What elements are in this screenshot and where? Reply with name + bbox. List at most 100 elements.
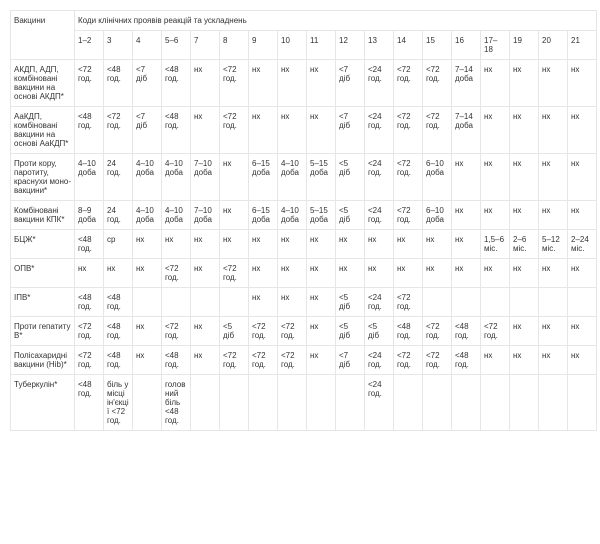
cell: головний біль <48 год. — [162, 375, 191, 431]
col-7: 7 — [191, 31, 220, 60]
cell: 5–15 доба — [307, 201, 336, 230]
cell: <48 год. — [104, 288, 133, 317]
cell — [452, 375, 481, 431]
cell: 7–10 доба — [191, 154, 220, 201]
col-3: 3 — [104, 31, 133, 60]
cell — [191, 288, 220, 317]
col-14: 14 — [394, 31, 423, 60]
cell: нх — [423, 259, 452, 288]
cell: <48 год. — [104, 60, 133, 107]
cell: <24 год. — [365, 288, 394, 317]
col-15: 15 — [423, 31, 452, 60]
cell: <48 год. — [452, 346, 481, 375]
cell: нх — [278, 288, 307, 317]
cell: <48 год. — [162, 107, 191, 154]
cell: 6–10 доба — [423, 154, 452, 201]
cell: <48 год. — [75, 230, 104, 259]
vaccine-name: ОПВ* — [11, 259, 75, 288]
vaccine-name: ІПВ* — [11, 288, 75, 317]
cell: нх — [365, 259, 394, 288]
cell: нх — [278, 230, 307, 259]
cell: нх — [510, 317, 539, 346]
cell: нх — [481, 259, 510, 288]
cell: нх — [249, 259, 278, 288]
cell: нх — [510, 107, 539, 154]
table-row: Туберкулін*<48 год.біль у місці ін'єкції… — [11, 375, 597, 431]
cell: <48 год. — [452, 317, 481, 346]
vaccine-name: Комбіновані вакцини КПК* — [11, 201, 75, 230]
cell — [423, 288, 452, 317]
cell — [394, 375, 423, 431]
cell: нх — [539, 154, 568, 201]
cell: нх — [336, 230, 365, 259]
cell: 7–14 доба — [452, 107, 481, 154]
reactions-table: Вакцини Коди клінічних проявів реакцій т… — [10, 10, 597, 431]
cell: нх — [568, 317, 597, 346]
cell: нх — [278, 259, 307, 288]
cell: <7 діб — [133, 60, 162, 107]
header-codes-row: 1–2 3 4 5–6 7 8 9 10 11 12 13 14 15 16 1… — [11, 31, 597, 60]
cell: нх — [452, 201, 481, 230]
cell: нх — [220, 154, 249, 201]
cell: нх — [539, 60, 568, 107]
cell: <48 год. — [162, 346, 191, 375]
cell: нх — [307, 346, 336, 375]
table-row: Полісахаридні вакцини (Hib)*<72 год.<48 … — [11, 346, 597, 375]
cell: <48 год. — [75, 107, 104, 154]
cell: нх — [249, 107, 278, 154]
cell — [249, 375, 278, 431]
cell: <72 год. — [75, 60, 104, 107]
cell: 6–15 доба — [249, 154, 278, 201]
vaccine-name: Туберкулін* — [11, 375, 75, 431]
cell: 4–10 доба — [133, 201, 162, 230]
cell: <72 год. — [220, 259, 249, 288]
cell: нх — [568, 107, 597, 154]
cell: нх — [452, 154, 481, 201]
cell: 7–10 доба — [191, 201, 220, 230]
cell — [220, 288, 249, 317]
cell: нх — [568, 60, 597, 107]
cell: нх — [510, 60, 539, 107]
cell: <7 діб — [336, 60, 365, 107]
cell — [481, 288, 510, 317]
cell: нх — [162, 230, 191, 259]
cell: нх — [510, 346, 539, 375]
cell: 4–10 доба — [278, 201, 307, 230]
cell: 24 год. — [104, 154, 133, 201]
cell: нх — [249, 288, 278, 317]
col-13: 13 — [365, 31, 394, 60]
col-4: 4 — [133, 31, 162, 60]
cell: 4–10 доба — [278, 154, 307, 201]
cell — [481, 375, 510, 431]
cell: <72 год. — [75, 317, 104, 346]
cell: <48 год. — [75, 288, 104, 317]
cell — [220, 375, 249, 431]
cell: нх — [133, 230, 162, 259]
cell: нх — [278, 107, 307, 154]
table-row: АаКДП, комбіновані вакцини на основі АаК… — [11, 107, 597, 154]
cell: нх — [307, 230, 336, 259]
table-row: ІПВ*<48 год.<48 год.нхнхнх<5 діб<24 год.… — [11, 288, 597, 317]
cell: 4–10 доба — [133, 154, 162, 201]
header-vaccine: Вакцини — [11, 11, 75, 60]
cell: нх — [452, 259, 481, 288]
cell: нх — [104, 259, 133, 288]
cell: нх — [220, 201, 249, 230]
cell: нх — [539, 346, 568, 375]
cell: <72 год. — [220, 346, 249, 375]
cell: <72 год. — [278, 317, 307, 346]
cell: нх — [568, 201, 597, 230]
cell: нх — [539, 259, 568, 288]
cell: <5 діб — [220, 317, 249, 346]
cell: 4–10 доба — [162, 154, 191, 201]
cell: <72 год. — [220, 60, 249, 107]
cell: нх — [365, 230, 394, 259]
cell: <72 год. — [423, 107, 452, 154]
cell: нх — [539, 201, 568, 230]
cell: ср — [104, 230, 133, 259]
cell: <48 год. — [162, 60, 191, 107]
cell: <5 діб — [336, 317, 365, 346]
cell: <5 діб — [365, 317, 394, 346]
cell: нх — [394, 230, 423, 259]
cell: <72 год. — [394, 201, 423, 230]
